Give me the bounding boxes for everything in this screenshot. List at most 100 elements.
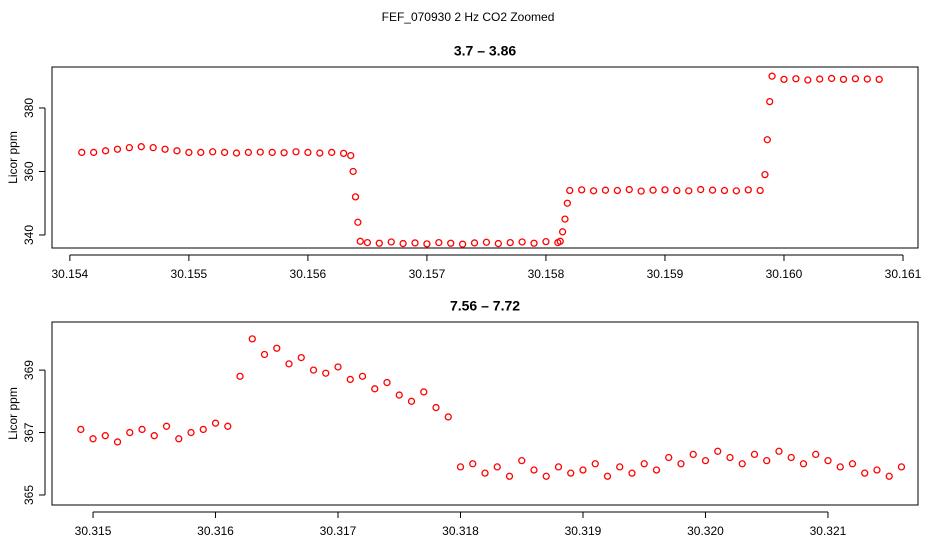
data-point [761,170,769,179]
data-point [187,428,195,437]
data-point [625,185,633,194]
y-tick-label: 360 [22,161,36,181]
data-point [652,466,661,474]
data-point [673,186,681,195]
data-point [292,148,300,156]
data-point [356,237,364,245]
data-point [248,335,256,343]
x-tick-label: 30.317 [320,524,357,538]
data-point [346,375,354,384]
x-tick-label: 30.319 [565,524,602,538]
data-point [628,469,636,477]
figure-title: FEF_070930 2 Hz CO2 Zoomed [382,10,555,24]
data-point [444,413,452,421]
data-point [481,469,489,477]
data-point [649,186,657,194]
data-point [125,144,134,152]
x-tick-label: 30.160 [766,267,803,281]
data-point [432,403,440,412]
data-point [530,466,538,474]
data-point [297,353,305,362]
data-point [661,186,669,194]
data-point [542,472,550,480]
data-point [812,450,820,459]
data-point [763,457,771,465]
data-point [371,385,379,393]
data-point [677,460,685,468]
data-point [280,149,288,157]
data-point [885,472,893,480]
data-point [792,75,800,83]
data-point [138,425,146,434]
data-point [637,187,645,195]
data-point [358,372,367,380]
y-axis-label: Licor ppm [6,387,20,440]
data-point [197,148,205,157]
data-point [349,167,357,176]
data-point [339,149,348,158]
data-point [787,453,795,462]
data-point [273,344,281,352]
data-point [613,186,622,195]
data-point [577,186,586,194]
x-tick-label: 30.161 [885,267,922,281]
data-point [697,185,705,194]
data-point [347,151,355,160]
data-point [420,388,428,396]
data-point [640,460,648,468]
data-point [493,463,501,471]
data-point [224,422,232,430]
plot-frame [51,66,919,249]
plot-frame [51,321,919,506]
x-tick-label: 30.320 [687,524,724,538]
data-point [256,148,264,156]
data-point [137,143,145,151]
y-tick-label: 380 [22,98,36,118]
data-point [816,75,824,83]
data-point [334,363,342,371]
data-point [750,450,759,459]
data-point [763,136,771,144]
data-point [780,75,788,84]
data-point [732,187,741,195]
data-point [77,425,85,434]
data-point [554,463,563,471]
data-point [518,238,526,246]
data-point [78,148,86,157]
data-point [90,148,98,157]
data-point [101,147,110,155]
x-tick-label: 30.156 [290,267,327,281]
data-point [113,145,122,153]
data-point [494,239,502,248]
data-point [304,148,312,157]
data-point [738,460,746,468]
data-point [863,75,871,83]
y-tick-label: 367 [22,422,36,442]
y-tick-label: 369 [22,360,36,380]
data-point [589,187,598,195]
data-point [470,239,479,247]
data-point [563,199,572,207]
x-tick-label: 30.321 [810,524,847,538]
data-point [126,428,134,437]
data-point [316,149,324,157]
data-point [839,75,848,84]
data-point [766,97,774,106]
data-point [708,186,717,194]
data-point [387,238,395,246]
panel-title: 7.56 – 7.72 [450,298,520,314]
data-point [506,238,514,247]
data-point [211,419,220,427]
data-point [579,466,587,474]
data-point [407,397,416,405]
data-point [851,75,860,83]
data-point [542,237,550,246]
data-point [827,74,836,83]
data-point [383,378,391,387]
data-point [173,147,181,155]
data-point [744,186,752,194]
data-point [561,215,569,223]
data-point [601,186,610,194]
y-tick-label: 340 [22,225,36,245]
